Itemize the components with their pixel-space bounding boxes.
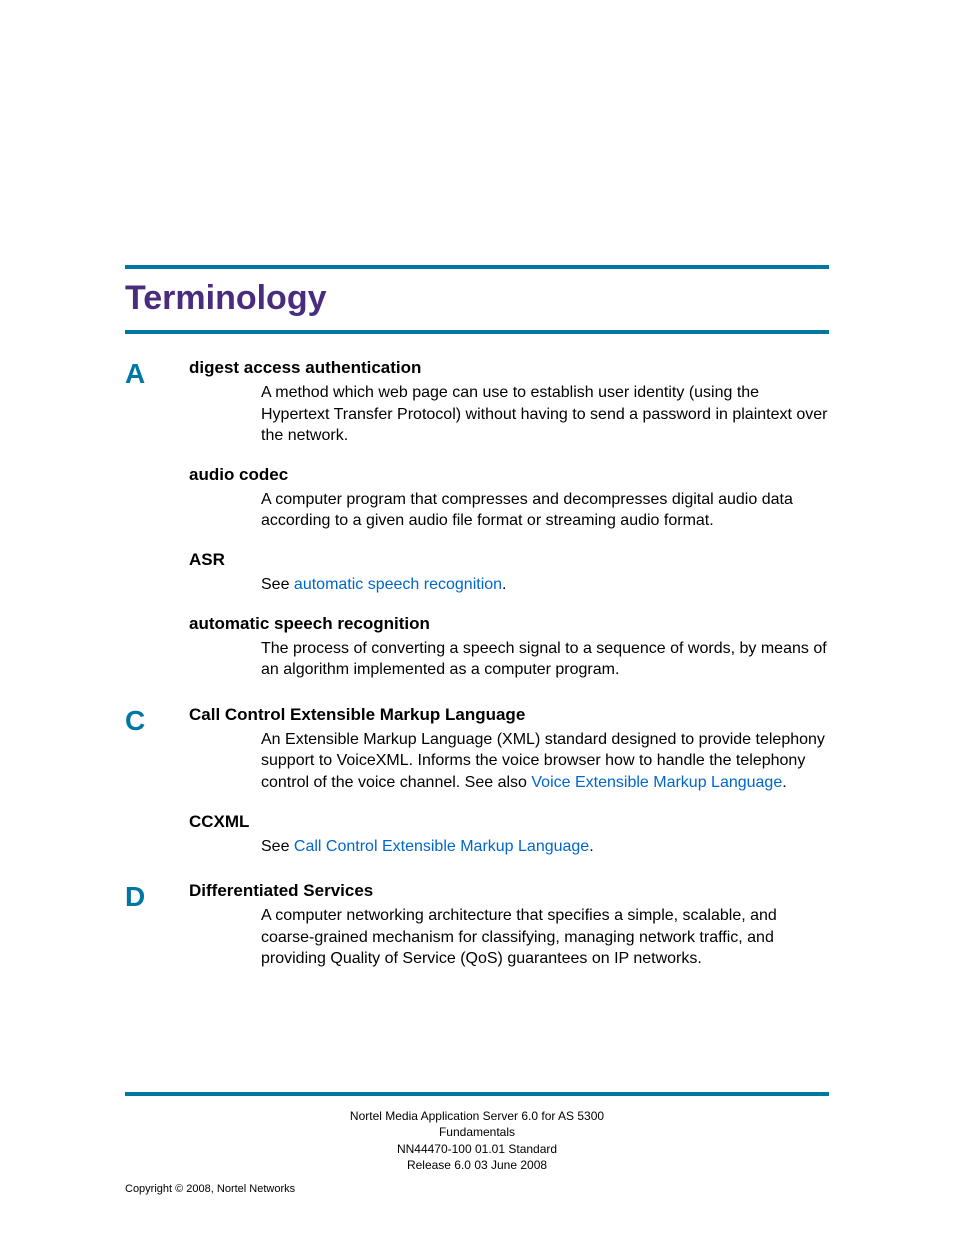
term-differentiated-services: Differentiated Services — [189, 881, 829, 901]
title-rule-bottom — [125, 330, 829, 334]
definition-post: . — [782, 774, 786, 791]
title-rule-top — [125, 265, 829, 269]
section-letter-a: A — [125, 358, 189, 390]
link-automatic-speech-recognition[interactable]: automatic speech recognition — [294, 576, 502, 593]
term-digest-access-authentication: digest access authentication — [189, 358, 829, 378]
term-automatic-speech-recognition: automatic speech recognition — [189, 614, 829, 634]
definition-post: . — [502, 576, 506, 593]
term-ccxml: CCXML — [189, 812, 829, 832]
page-title: Terminology — [125, 279, 829, 318]
link-voice-extensible-markup-language[interactable]: Voice Extensible Markup Language — [531, 774, 782, 791]
copyright-text: Copyright © 2008, Nortel Networks — [125, 1183, 295, 1195]
term-ccxml-full: Call Control Extensible Markup Language — [189, 705, 829, 725]
definition-text: An Extensible Markup Language (XML) stan… — [189, 729, 829, 794]
term-audio-codec: audio codec — [189, 465, 829, 485]
section-c-entries: Call Control Extensible Markup Language … — [189, 705, 829, 875]
definition-text: A computer networking architecture that … — [189, 905, 829, 970]
definition-pre: See — [261, 838, 294, 855]
footer: Nortel Media Application Server 6.0 for … — [0, 1108, 954, 1173]
footer-line-4: Release 6.0 03 June 2008 — [0, 1157, 954, 1173]
definition-text: See automatic speech recognition. — [189, 574, 829, 596]
glossary-entry: CCXML See Call Control Extensible Markup… — [189, 812, 829, 858]
footer-line-1: Nortel Media Application Server 6.0 for … — [0, 1108, 954, 1124]
footer-line-2: Fundamentals — [0, 1124, 954, 1140]
section-d: D Differentiated Services A computer net… — [125, 881, 829, 988]
glossary-entry: Call Control Extensible Markup Language … — [189, 705, 829, 794]
section-c: C Call Control Extensible Markup Languag… — [125, 705, 829, 875]
term-asr: ASR — [189, 550, 829, 570]
section-a-entries: digest access authentication A method wh… — [189, 358, 829, 699]
definition-text: A computer program that compresses and d… — [189, 489, 829, 532]
footer-line-3: NN44470-100 01.01 Standard — [0, 1141, 954, 1157]
section-letter-col: D — [125, 881, 189, 913]
definition-text: See Call Control Extensible Markup Langu… — [189, 836, 829, 858]
footer-block: Nortel Media Application Server 6.0 for … — [0, 1062, 954, 1173]
section-letter-c: C — [125, 705, 189, 737]
section-letter-col: C — [125, 705, 189, 737]
definition-post: . — [589, 838, 593, 855]
section-d-entries: Differentiated Services A computer netwo… — [189, 881, 829, 988]
section-letter-col: A — [125, 358, 189, 390]
section-letter-d: D — [125, 881, 189, 913]
glossary-entry: ASR See automatic speech recognition. — [189, 550, 829, 596]
glossary-entry: audio codec A computer program that comp… — [189, 465, 829, 532]
glossary-entry: automatic speech recognition The process… — [189, 614, 829, 681]
definition-text: A method which web page can use to estab… — [189, 382, 829, 447]
glossary-entry: digest access authentication A method wh… — [189, 358, 829, 447]
glossary-entry: Differentiated Services A computer netwo… — [189, 881, 829, 970]
definition-pre: See — [261, 576, 294, 593]
footer-rule — [125, 1092, 829, 1096]
page-content: Terminology A digest access authenticati… — [0, 0, 954, 988]
section-a: A digest access authentication A method … — [125, 358, 829, 699]
definition-text: The process of converting a speech signa… — [189, 638, 829, 681]
link-call-control-extensible-markup-language[interactable]: Call Control Extensible Markup Language — [294, 838, 589, 855]
